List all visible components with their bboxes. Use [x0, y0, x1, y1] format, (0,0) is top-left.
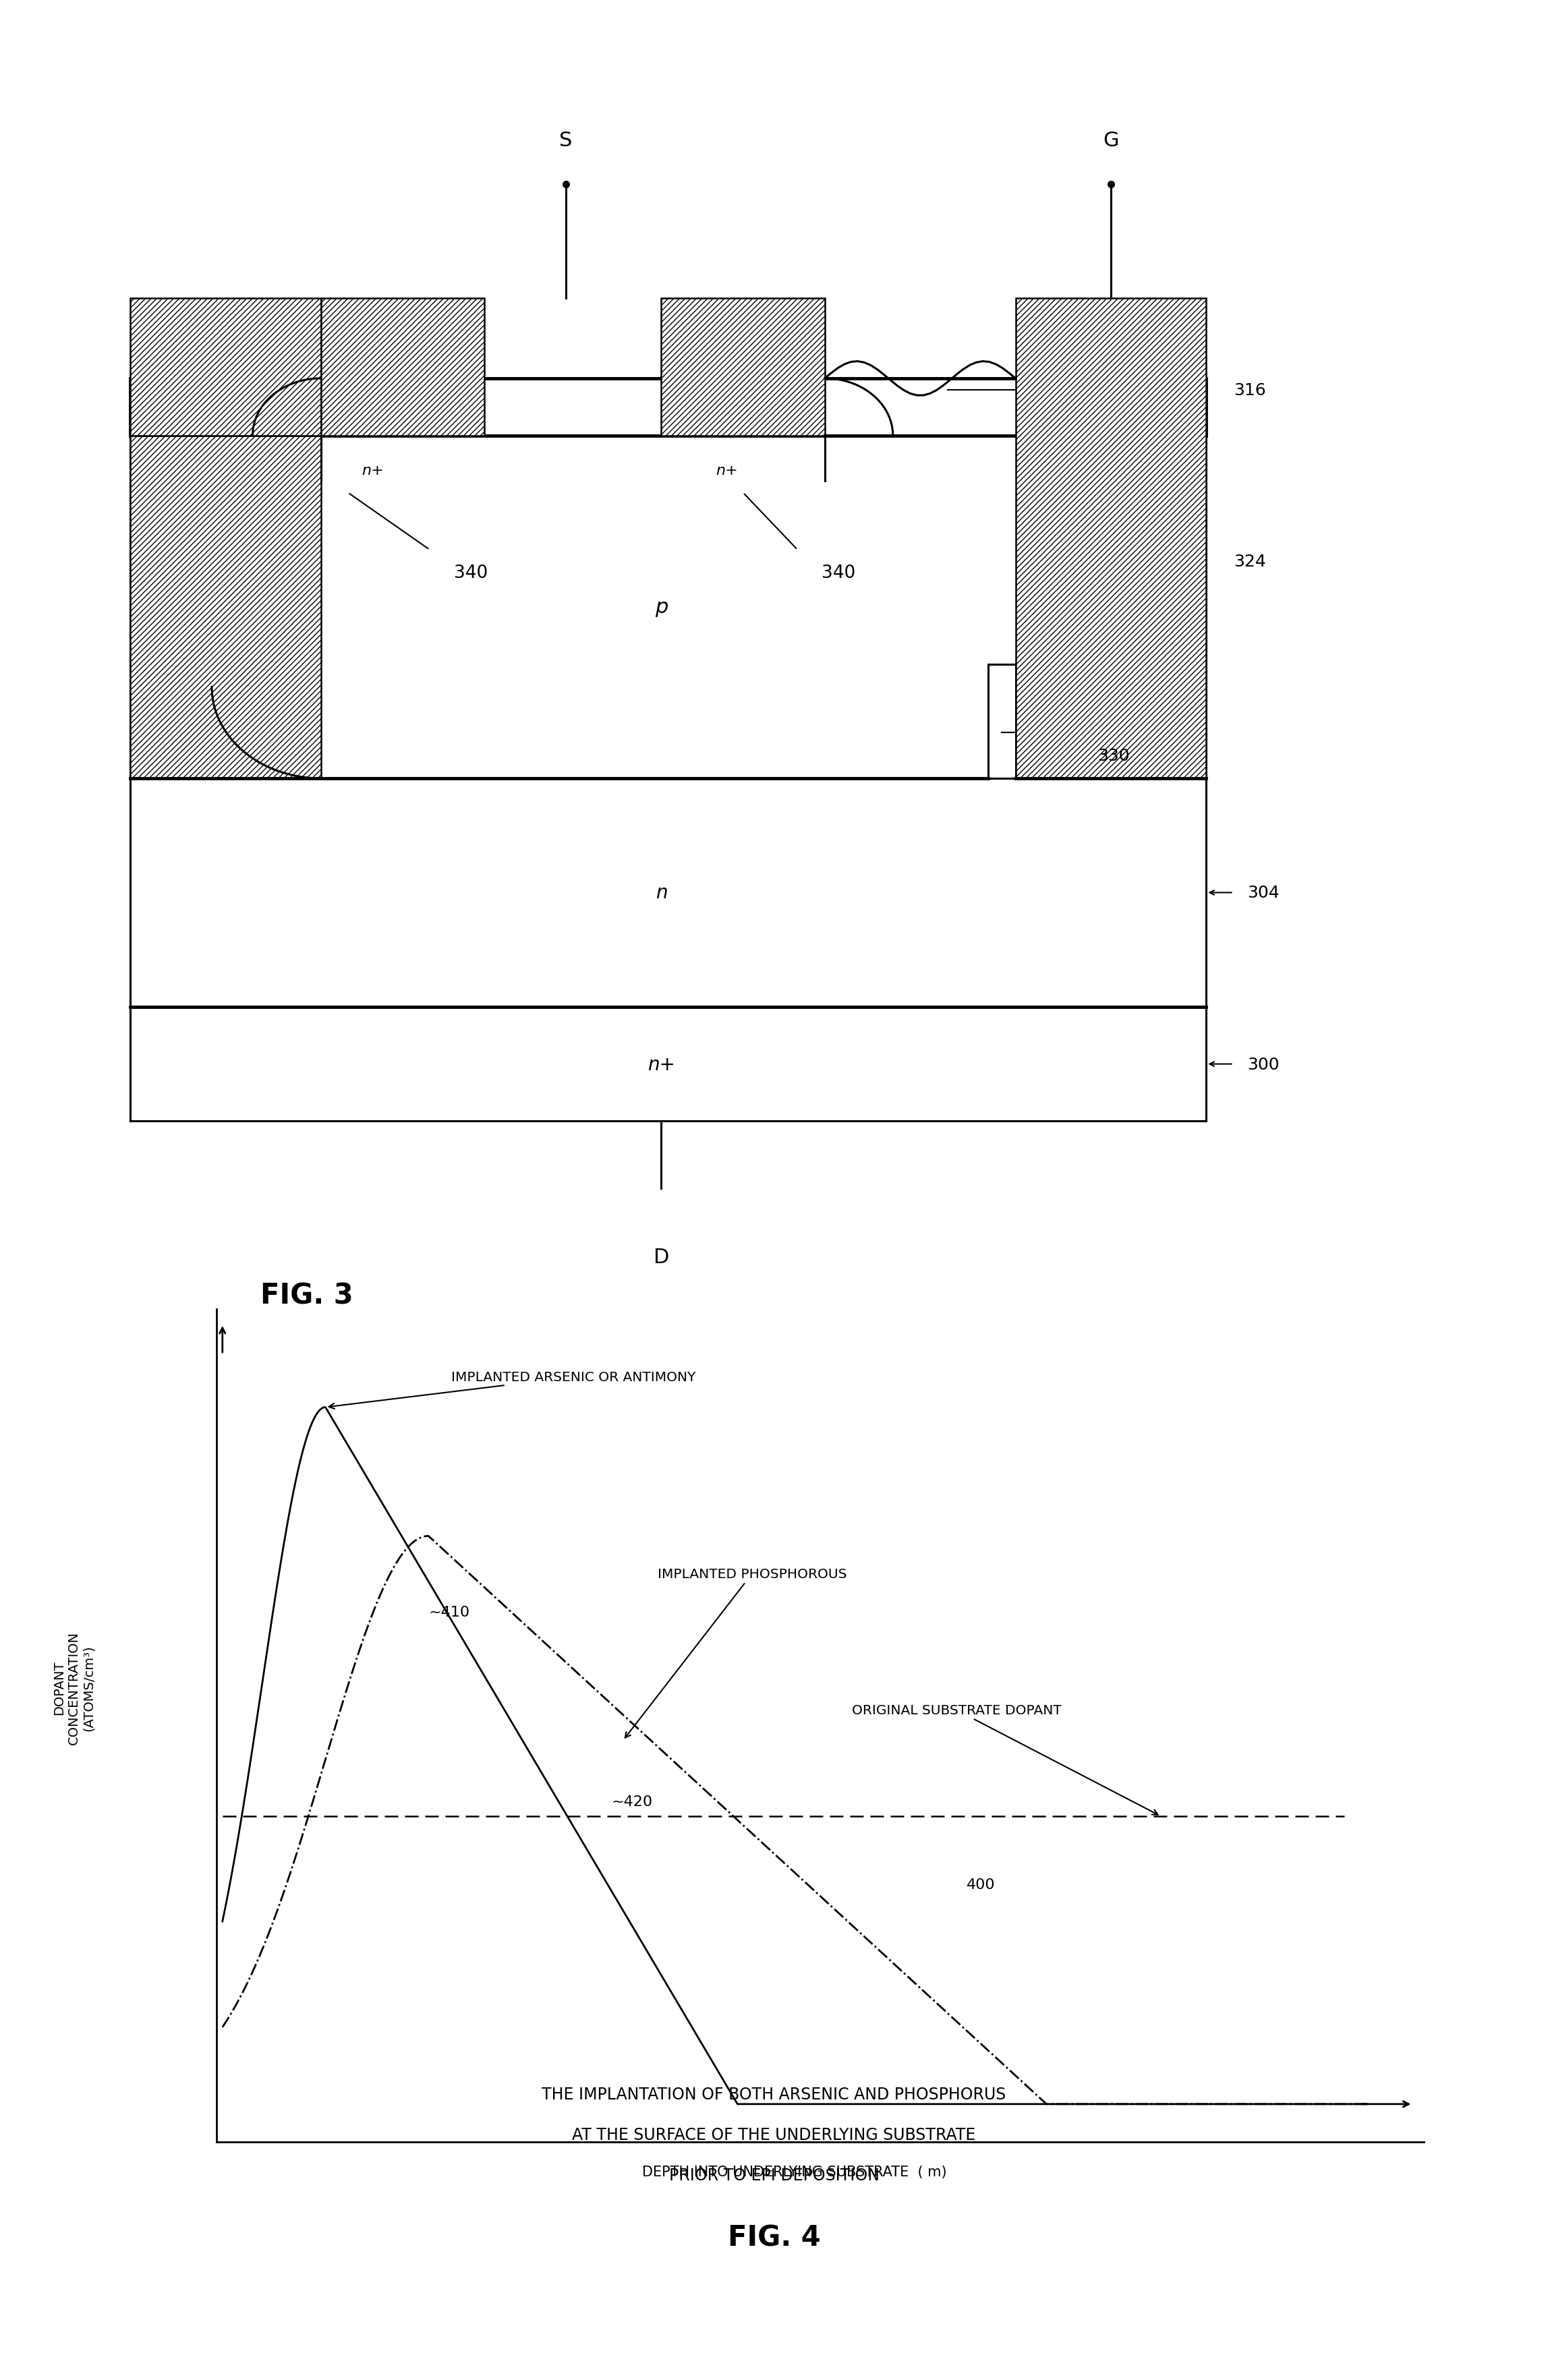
Bar	[130, 778, 1206, 1007]
Bar	[130, 378, 1206, 436]
Text: IMPLANTED ARSENIC OR ANTIMONY: IMPLANTED ARSENIC OR ANTIMONY	[328, 1371, 695, 1409]
Text: 330: 330	[1098, 747, 1130, 764]
Text: FIG. 4: FIG. 4	[728, 2223, 820, 2251]
Text: ~420: ~420	[611, 1795, 653, 1809]
Text: n+: n+	[715, 464, 738, 476]
Text: n: n	[655, 883, 667, 902]
Text: THE IMPLANTATION OF BOTH ARSENIC AND PHOSPHORUS: THE IMPLANTATION OF BOTH ARSENIC AND PHO…	[542, 2087, 1006, 2102]
Text: 340: 340	[454, 564, 488, 581]
Text: 324: 324	[1234, 555, 1266, 569]
Bar	[130, 436, 320, 778]
Text: S: S	[559, 131, 573, 150]
Text: 316: 316	[1234, 383, 1266, 397]
Text: ORIGINAL SUBSTRATE DOPANT: ORIGINAL SUBSTRATE DOPANT	[851, 1704, 1158, 1816]
Text: G: G	[1102, 131, 1119, 150]
Bar	[130, 436, 1206, 778]
Text: p: p	[655, 597, 667, 616]
Text: ~410: ~410	[429, 1604, 469, 1618]
Bar	[1015, 300, 1206, 778]
Text: IMPLANTED PHOSPHOROUS: IMPLANTED PHOSPHOROUS	[625, 1568, 847, 1737]
Text: 340: 340	[822, 564, 856, 581]
Bar	[130, 1007, 1206, 1121]
Text: 304: 304	[1248, 885, 1279, 902]
Text: PRIOR TO EPI DEPOSITION: PRIOR TO EPI DEPOSITION	[669, 2168, 879, 2182]
Text: FIG. 3: FIG. 3	[260, 1280, 353, 1309]
Bar	[320, 300, 485, 436]
Bar	[130, 300, 320, 436]
Text: DOPANT
CONCENTRATION
(ATOMS/cm³): DOPANT CONCENTRATION (ATOMS/cm³)	[53, 1630, 94, 1745]
Bar	[988, 664, 1015, 778]
Text: 400: 400	[966, 1878, 995, 1892]
Text: DEPTH INTO UNDERLYING SUBSTRATE  ( m): DEPTH INTO UNDERLYING SUBSTRATE ( m)	[642, 2166, 947, 2178]
Bar	[661, 300, 825, 436]
Text: n+: n+	[647, 1054, 675, 1073]
Text: 300: 300	[1248, 1057, 1279, 1073]
Text: n+: n+	[362, 464, 384, 476]
Text: AT THE SURFACE OF THE UNDERLYING SUBSTRATE: AT THE SURFACE OF THE UNDERLYING SUBSTRA…	[573, 2128, 975, 2142]
Text: D: D	[653, 1247, 669, 1266]
